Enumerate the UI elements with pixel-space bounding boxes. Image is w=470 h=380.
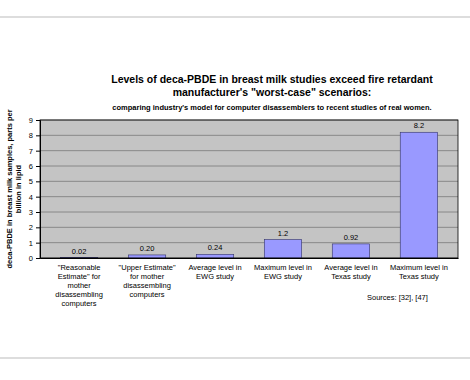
y-axis-title: deca-PBDE in breast milk samples, parts … <box>5 109 23 268</box>
bars <box>60 132 437 258</box>
y-tick: 7 <box>29 147 40 156</box>
y-tick: 9 <box>29 116 40 125</box>
x-tick-label: Maximum level inTexas study <box>390 263 448 281</box>
x-tick-label: "Upper Estimate"for motherdisassemblingc… <box>119 263 176 299</box>
y-tick: 1 <box>29 239 40 248</box>
grid-line <box>40 227 458 228</box>
text-line: Texas study <box>399 272 439 281</box>
y-tick-label: 6 <box>29 162 33 171</box>
annotation: Sources: [32], [47] <box>367 293 428 302</box>
grid-line <box>40 212 458 213</box>
x-tick-label: Maximum level inEWG study <box>254 263 312 281</box>
grid-line <box>40 135 458 136</box>
text-line: for mother <box>130 272 165 281</box>
top-rule <box>0 17 470 18</box>
text-line: disassembling <box>123 281 171 290</box>
y-tick-mark <box>36 120 40 121</box>
chart: Levels of deca-PBDE in breast milk studi… <box>0 0 470 380</box>
data-label: 1.2 <box>278 229 288 238</box>
x-tick: Maximum level inTexas study <box>390 258 448 281</box>
grid-line <box>40 150 458 151</box>
text-line: "Reasonable <box>58 263 101 272</box>
y-tick: 3 <box>29 208 40 217</box>
text-line: Maximum level in <box>390 263 448 272</box>
x-tick: "Upper Estimate"for motherdisassemblingc… <box>119 258 176 299</box>
data-label: 8.2 <box>414 121 424 130</box>
x-tick: Average level inTexas study <box>324 258 377 281</box>
x-tick: Maximum level inEWG study <box>254 258 312 281</box>
y-tick-label: 7 <box>29 147 33 156</box>
y-axis: 0 1 2 3 4 5 6 7 8 9 <box>29 116 41 263</box>
x-tick: "ReasonableEstimate" formotherdisassembl… <box>55 258 103 308</box>
y-axis-line <box>36 121 41 259</box>
data-labels: 0.02 0.20 0.24 1.2 0.92 8.2 <box>72 121 424 255</box>
grid <box>40 120 458 258</box>
y-tick-label: 2 <box>29 223 33 232</box>
y-tick: 2 <box>29 223 40 232</box>
y-tick-label: 1 <box>29 239 33 248</box>
subtitle: comparing industry's model for computer … <box>112 103 431 112</box>
y-tick: 4 <box>29 193 40 202</box>
text-line: Average level in <box>324 263 377 272</box>
bar <box>196 254 233 258</box>
title: Levels of deca-PBDE in breast milk studi… <box>111 73 433 98</box>
y-tick: 5 <box>29 177 40 186</box>
text-line: Texas study <box>331 272 371 281</box>
data-label: 0.20 <box>140 244 155 253</box>
bar <box>264 240 301 258</box>
bar <box>332 244 369 258</box>
y-tick-mark <box>36 181 40 182</box>
bar <box>128 255 165 258</box>
text-line: manufacturer's "worst-case" scenarios: <box>173 86 372 98</box>
text-line: computers <box>130 290 165 299</box>
x-tick-label: Average level inTexas study <box>324 263 377 281</box>
y-tick-mark <box>36 135 40 136</box>
y-tick-mark <box>36 166 40 167</box>
text-line: billion in lipid <box>14 164 23 213</box>
text-line: computers <box>62 299 97 308</box>
x-axis-line <box>41 258 459 259</box>
text-line: Levels of deca-PBDE in breast milk studi… <box>111 73 433 85</box>
y-tick-mark <box>36 258 40 259</box>
x-tick-label: "ReasonableEstimate" formotherdisassembl… <box>55 263 103 308</box>
y-tick-label: 3 <box>29 208 33 217</box>
text-line: Maximum level in <box>254 263 312 272</box>
text-line: Average level in <box>188 263 241 272</box>
plot-background <box>40 120 458 258</box>
data-label: 0.24 <box>208 243 223 252</box>
text-line: mother <box>67 281 91 290</box>
text-line: disassembling <box>55 290 103 299</box>
y-tick-label: 0 <box>29 254 33 263</box>
text-line: Estimate" for <box>58 272 101 281</box>
y-tick: 8 <box>29 131 40 140</box>
y-tick: 0 <box>29 254 40 263</box>
grid-line <box>40 181 458 182</box>
y-tick-mark <box>36 243 40 244</box>
grid-line <box>40 196 458 197</box>
y-tick-mark <box>36 227 40 228</box>
data-label: 0.92 <box>344 233 359 242</box>
y-tick-mark <box>36 197 40 198</box>
text-line: "Upper Estimate" <box>119 263 176 272</box>
x-tick: Average level inEWG study <box>188 258 241 281</box>
y-tick-mark <box>36 151 40 152</box>
y-tick-label: 8 <box>29 131 33 140</box>
y-tick-label: 4 <box>29 193 33 202</box>
x-tick-label: Average level inEWG study <box>188 263 241 281</box>
text-line: EWG study <box>264 272 302 281</box>
grid-line <box>40 166 458 167</box>
y-tick-mark <box>36 212 40 213</box>
y-tick-label: 9 <box>29 116 33 125</box>
data-label: 0.02 <box>72 247 87 256</box>
text-line: deca-PBDE in breast milk samples, parts … <box>5 109 14 268</box>
text-line: EWG study <box>196 272 234 281</box>
y-tick-label: 5 <box>29 177 33 186</box>
plot-frame <box>40 120 458 258</box>
bottom-rule <box>0 358 470 359</box>
x-axis: "ReasonableEstimate" formotherdisassembl… <box>41 258 459 308</box>
bar <box>400 132 437 258</box>
y-tick: 6 <box>29 162 40 171</box>
grid-line <box>40 242 458 243</box>
